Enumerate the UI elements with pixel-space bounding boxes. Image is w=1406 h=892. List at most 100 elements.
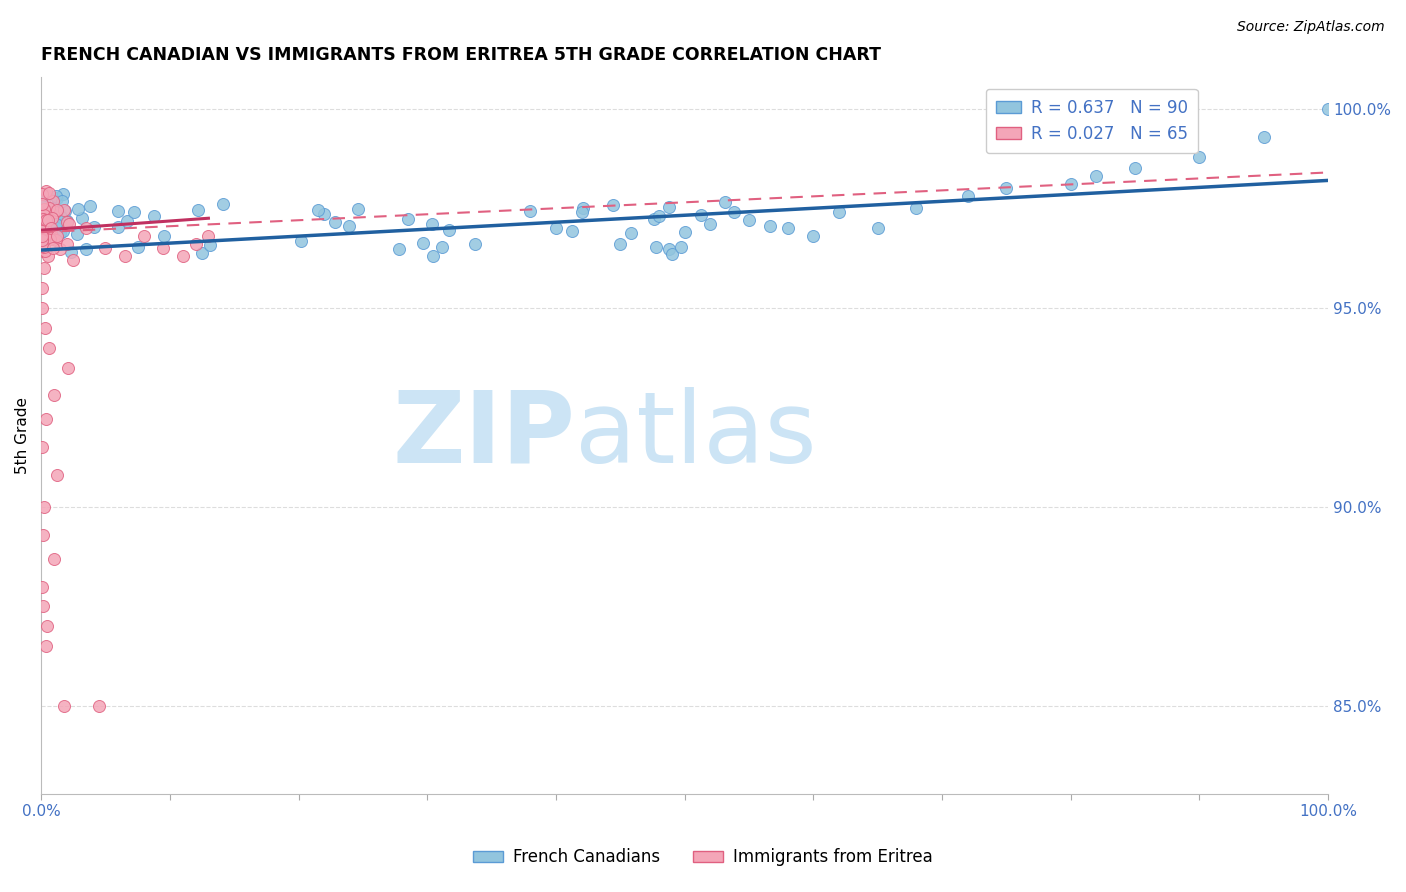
Point (41, 211, 63, 225)
Point (66, 227, 89, 241)
Point (34, 244, 56, 259)
Point (905, 202, 928, 216)
Point (44, 388, 66, 402)
Point (34, 260, 56, 275)
Point (673, 225, 696, 239)
Point (34, 218, 56, 232)
Point (31, 281, 53, 295)
Point (55, 218, 77, 232)
Point (107, 203, 129, 218)
Point (56, 237, 79, 252)
Point (828, 205, 851, 219)
Point (115, 214, 138, 228)
Point (127, 239, 149, 253)
Point (197, 229, 219, 244)
Point (66, 202, 89, 216)
Point (72, 211, 94, 225)
Point (1188, 149, 1211, 163)
Point (31, 580, 53, 594)
Point (38, 201, 60, 215)
Point (53, 202, 76, 217)
Point (52, 224, 75, 238)
Point (34, 208, 56, 222)
Point (41, 201, 63, 215)
Point (45, 233, 67, 247)
Point (658, 200, 681, 214)
Point (198, 238, 221, 252)
Point (32, 202, 55, 216)
Point (32, 195, 55, 210)
Point (38, 232, 60, 246)
Point (35, 640, 58, 654)
Point (776, 221, 799, 235)
Point (62, 253, 84, 268)
Point (337, 219, 360, 233)
Point (1123, 161, 1146, 176)
Point (59, 245, 82, 260)
Point (37, 249, 59, 263)
Point (388, 242, 411, 256)
Point (571, 205, 593, 219)
Point (34, 320, 56, 334)
Point (46, 202, 69, 217)
Point (412, 236, 434, 251)
Point (307, 202, 329, 217)
Point (31, 528, 53, 542)
Point (31, 233, 53, 247)
Point (107, 219, 129, 234)
Point (39, 227, 62, 241)
Text: ZIP: ZIP (392, 387, 575, 483)
Point (75, 221, 97, 235)
Point (38, 186, 60, 201)
Point (32, 240, 55, 254)
Point (643, 212, 665, 227)
Point (464, 236, 486, 251)
Point (53, 204, 76, 219)
Point (87, 698, 110, 713)
Point (45, 188, 67, 202)
Point (45, 191, 67, 205)
Point (396, 212, 419, 227)
Point (172, 249, 194, 263)
Point (122, 204, 145, 219)
Point (723, 205, 745, 219)
Point (31, 232, 53, 246)
Point (211, 196, 233, 211)
Point (32, 211, 55, 226)
Legend: French Canadians, Immigrants from Eritrea: French Canadians, Immigrants from Eritre… (467, 842, 939, 873)
Point (79, 199, 101, 213)
Point (31, 599, 53, 614)
Point (312, 207, 335, 221)
Point (42, 241, 65, 255)
Point (191, 246, 214, 260)
Point (645, 239, 668, 253)
Point (439, 223, 461, 237)
Point (52, 218, 75, 232)
Point (45, 217, 67, 231)
Point (187, 203, 209, 218)
Point (49, 207, 72, 221)
Point (420, 217, 443, 231)
Point (31, 239, 53, 253)
Point (52, 187, 75, 202)
Point (152, 241, 174, 255)
Point (51, 194, 73, 209)
Point (41, 194, 63, 208)
Point (45, 468, 67, 483)
Point (32, 235, 55, 249)
Point (602, 198, 624, 212)
Point (609, 237, 631, 252)
Legend: R = 0.637   N = 90, R = 0.027   N = 65: R = 0.637 N = 90, R = 0.027 N = 65 (986, 89, 1198, 153)
Point (32, 244, 55, 258)
Point (184, 237, 207, 252)
Point (347, 202, 370, 216)
Point (658, 242, 681, 256)
Point (738, 213, 761, 227)
Point (1060, 178, 1083, 192)
Point (114, 249, 136, 263)
Point (619, 226, 641, 240)
Point (32, 220, 55, 235)
Point (714, 194, 737, 209)
Point (56, 214, 79, 228)
Point (31, 196, 53, 211)
